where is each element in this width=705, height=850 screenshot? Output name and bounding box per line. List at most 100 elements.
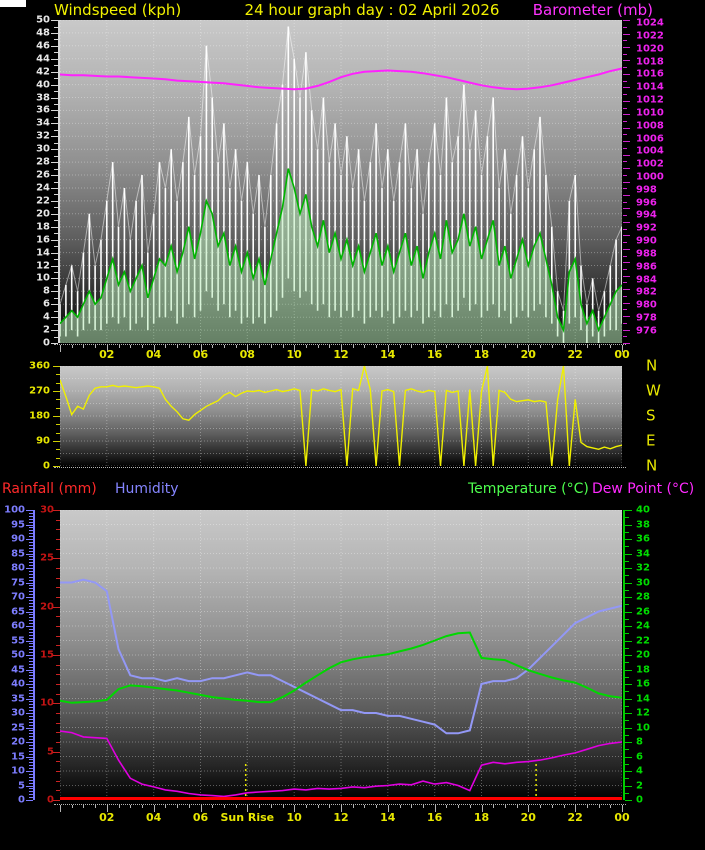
axis-tick (623, 235, 630, 237)
axis-tick (623, 33, 630, 35)
axis-tick-label: 38 (636, 519, 650, 530)
x-axis-tick (270, 345, 272, 348)
axis-tick-label: 978 (636, 312, 657, 324)
axis-tick (56, 519, 60, 521)
axis-tick (29, 736, 33, 738)
axis-tick-label: 15 (11, 751, 25, 762)
axis-tick (29, 753, 33, 755)
axis-tick (53, 416, 60, 417)
axis-tick (29, 666, 33, 668)
axis-tick-label: 95 (11, 519, 25, 530)
axis-tick (625, 531, 629, 533)
axis-tick-label: 30 (36, 143, 50, 155)
axis-tick (26, 510, 33, 511)
axis-tick (29, 570, 33, 572)
x-axis-tick (329, 805, 331, 808)
axis-tick-label: 90 (36, 435, 50, 447)
axis-tick (625, 575, 629, 577)
axis-tick (56, 664, 60, 666)
windspeed-barometer-chart (60, 20, 622, 343)
axis-tick (623, 154, 630, 156)
axis-tick (29, 710, 33, 712)
axis-tick (29, 730, 33, 732)
x-axis-label: 18 (473, 811, 490, 824)
humidity-axis-labels: 100 95 90 85 80 75 70 65 60 55 50 45 40 35 30 25 20 15 10 5… (0, 505, 25, 806)
axis-tick (625, 633, 629, 635)
axis-tick (623, 107, 627, 109)
axis-tick (623, 215, 627, 217)
axis-tick (623, 221, 630, 223)
axis-tick (54, 26, 58, 28)
axis-tick-label: 50 (11, 649, 25, 661)
x-axis-tick (282, 805, 284, 808)
axis-tick (51, 278, 58, 280)
axis-tick (29, 544, 33, 546)
axis-tick-label: 18 (36, 221, 50, 233)
axis-tick-label: 30 (11, 707, 25, 719)
axis-tick (29, 681, 33, 683)
axis-tick (26, 655, 33, 656)
axis-tick (51, 317, 58, 319)
axis-tick (623, 208, 630, 210)
axis-tick-label: 180 (29, 410, 50, 422)
axis-tick-label: 75 (11, 577, 25, 588)
axis-tick (623, 343, 630, 344)
axis-tick (623, 248, 630, 250)
axis-tick (623, 195, 630, 196)
x-axis-label: 12 (333, 348, 349, 361)
axis-tick (625, 560, 629, 562)
axis-tick (29, 768, 33, 770)
axis-tick (625, 669, 632, 671)
axis-tick (54, 323, 58, 325)
axis-tick (29, 686, 33, 688)
x-axis-label: 20 (520, 348, 536, 361)
x-axis-label: 16 (427, 811, 443, 824)
x-axis-tick (551, 805, 553, 808)
axis-tick (26, 626, 33, 627)
axis-tick (54, 181, 58, 183)
axis-tick (623, 100, 630, 102)
axis-tick (625, 662, 629, 664)
axis-tick (625, 539, 632, 540)
axis-tick (29, 721, 33, 723)
axis-tick (625, 684, 632, 685)
axis-tick (26, 756, 33, 758)
axis-tick (29, 614, 33, 616)
x-axis-label: 10 (286, 811, 302, 824)
humidity-legend: Humidity (115, 481, 179, 497)
axis-tick-label: 982 (636, 286, 657, 298)
rain-humidity-temperature-chart (60, 510, 622, 800)
axis-tick-label: 990 (636, 235, 657, 247)
x-axis-tick (200, 345, 202, 352)
axis-tick (26, 553, 33, 555)
axis-tick (29, 547, 33, 549)
x-axis-tick (235, 345, 237, 348)
axis-tick (56, 449, 60, 451)
axis-tick (56, 645, 60, 647)
top-x-axis-ticks (60, 345, 623, 353)
axis-tick-label: 45 (11, 664, 25, 675)
axis-tick-label: 1020 (636, 43, 664, 55)
x-axis-tick (469, 345, 471, 348)
axis-tick-label: 2 (43, 324, 50, 336)
axis-tick (623, 289, 630, 291)
axis-tick (623, 53, 627, 55)
temperature-axis-labels: 40 38 36 34 32 30 28 26 24 22 20 18 16 14 12 10 8 6 4 2 0 (636, 505, 666, 806)
axis-tick-label: 80 (11, 562, 25, 574)
axis-tick (625, 589, 629, 591)
x-axis-tick (516, 345, 518, 348)
axis-tick (29, 608, 33, 610)
axis-tick-label: 26 (36, 169, 50, 181)
axis-tick (54, 271, 58, 273)
axis-tick (623, 295, 627, 297)
axis-tick (54, 284, 58, 286)
axis-tick (26, 539, 33, 540)
axis-tick-label: 6 (636, 751, 643, 762)
x-axis-tick (423, 805, 424, 808)
axis-tick-label: 15 (40, 649, 54, 661)
axis-tick-label: 5 (18, 780, 25, 791)
axis-tick (53, 366, 60, 367)
x-axis-tick (329, 345, 331, 348)
axis-tick (53, 466, 60, 467)
axis-tick (29, 646, 33, 648)
